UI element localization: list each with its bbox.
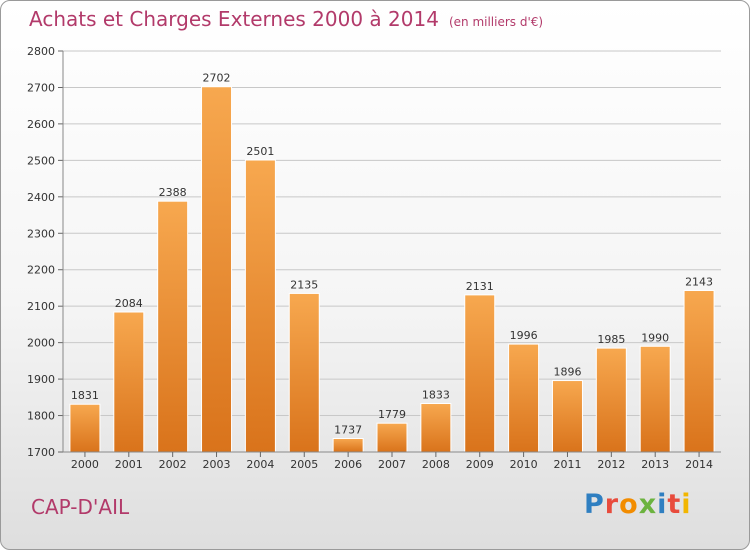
y-tick-label: 2600 xyxy=(27,118,55,131)
bar-2004 xyxy=(244,159,276,453)
x-tick-label: 2011 xyxy=(553,458,581,471)
bar-value-label: 1990 xyxy=(641,331,669,344)
y-tick-label: 1900 xyxy=(27,373,55,386)
bar-2011 xyxy=(551,380,583,453)
x-tick-label: 2001 xyxy=(115,458,143,471)
x-tick-label: 2002 xyxy=(159,458,187,471)
bar-value-label: 1896 xyxy=(553,366,581,379)
place-name: CAP-D'AIL xyxy=(31,495,130,519)
x-tick-label: 2004 xyxy=(246,458,274,471)
bar-2013 xyxy=(639,345,671,453)
x-tick-label: 2007 xyxy=(378,458,406,471)
logo-letter: r xyxy=(604,489,620,520)
bar-2005 xyxy=(288,292,320,453)
logo-letter: t xyxy=(667,489,682,520)
bar-2006 xyxy=(332,438,364,453)
bar-2009 xyxy=(464,294,496,453)
bar-2012 xyxy=(595,347,627,453)
x-tick-label: 2010 xyxy=(510,458,538,471)
bar-value-label: 1737 xyxy=(334,424,362,437)
chart-unit: (en milliers d'€) xyxy=(448,15,544,29)
bar-value-label: 2388 xyxy=(159,186,187,199)
chart-title: Achats et Charges Externes 2000 à 2014 (e… xyxy=(29,7,543,31)
bar-2008 xyxy=(420,403,452,453)
logo-letter: P xyxy=(584,489,605,520)
bar-2003 xyxy=(201,86,233,453)
logo-letter: i xyxy=(657,489,668,520)
bar-2002 xyxy=(157,200,189,453)
y-tick-label: 2700 xyxy=(27,81,55,94)
x-tick-label: 2005 xyxy=(290,458,318,471)
chart-title-text: Achats et Charges Externes 2000 à 2014 xyxy=(29,7,439,31)
x-tick-label: 2000 xyxy=(71,458,99,471)
y-tick-label: 2100 xyxy=(27,300,55,313)
bar-2001 xyxy=(113,311,145,453)
bar-value-label: 1985 xyxy=(597,333,625,346)
y-tick-label: 2500 xyxy=(27,154,55,167)
x-tick-label: 2013 xyxy=(641,458,669,471)
bar-value-label: 2143 xyxy=(685,276,713,289)
bar-value-label: 2135 xyxy=(290,278,318,291)
axes: 1700 1800 1900 2000 2100 2200 2300 2400 2500 2600… xyxy=(27,45,721,471)
proxiti-logo: Proxiti xyxy=(584,489,692,520)
bar-2007 xyxy=(376,422,408,453)
y-tick-label: 2300 xyxy=(27,227,55,240)
bar-2014 xyxy=(683,290,715,453)
y-tick-label: 2200 xyxy=(27,264,55,277)
bar-value-label: 2084 xyxy=(115,297,143,310)
y-tick-label: 2000 xyxy=(27,337,55,350)
bar-value-label: 1833 xyxy=(422,389,450,402)
logo-letter: i xyxy=(681,489,692,520)
y-tick-label: 1700 xyxy=(27,446,55,459)
bar-2010 xyxy=(508,343,540,453)
x-tick-label: 2008 xyxy=(422,458,450,471)
y-tick-label: 1800 xyxy=(27,410,55,423)
bar-value-label: 1996 xyxy=(510,329,538,342)
bar-2000 xyxy=(69,403,101,453)
bar-value-label: 1831 xyxy=(71,389,99,402)
y-tick-label: 2800 xyxy=(27,45,55,58)
y-tick-label: 2400 xyxy=(27,191,55,204)
x-tick-label: 2003 xyxy=(203,458,231,471)
bar-value-label: 1779 xyxy=(378,408,406,421)
bar-value-label: 2702 xyxy=(203,72,231,85)
logo-letter: o xyxy=(619,489,639,520)
x-tick-label: 2009 xyxy=(466,458,494,471)
bar-value-label: 2501 xyxy=(246,145,274,158)
logo-letter: x xyxy=(638,489,658,520)
x-tick-label: 2012 xyxy=(597,458,625,471)
bar-value-label: 2131 xyxy=(466,280,494,293)
x-tick-label: 2014 xyxy=(685,458,713,471)
x-tick-label: 2006 xyxy=(334,458,362,471)
bars: 1831 2084 2388 2702 2501 2135 1737 1779 1833 2131… xyxy=(69,72,715,453)
